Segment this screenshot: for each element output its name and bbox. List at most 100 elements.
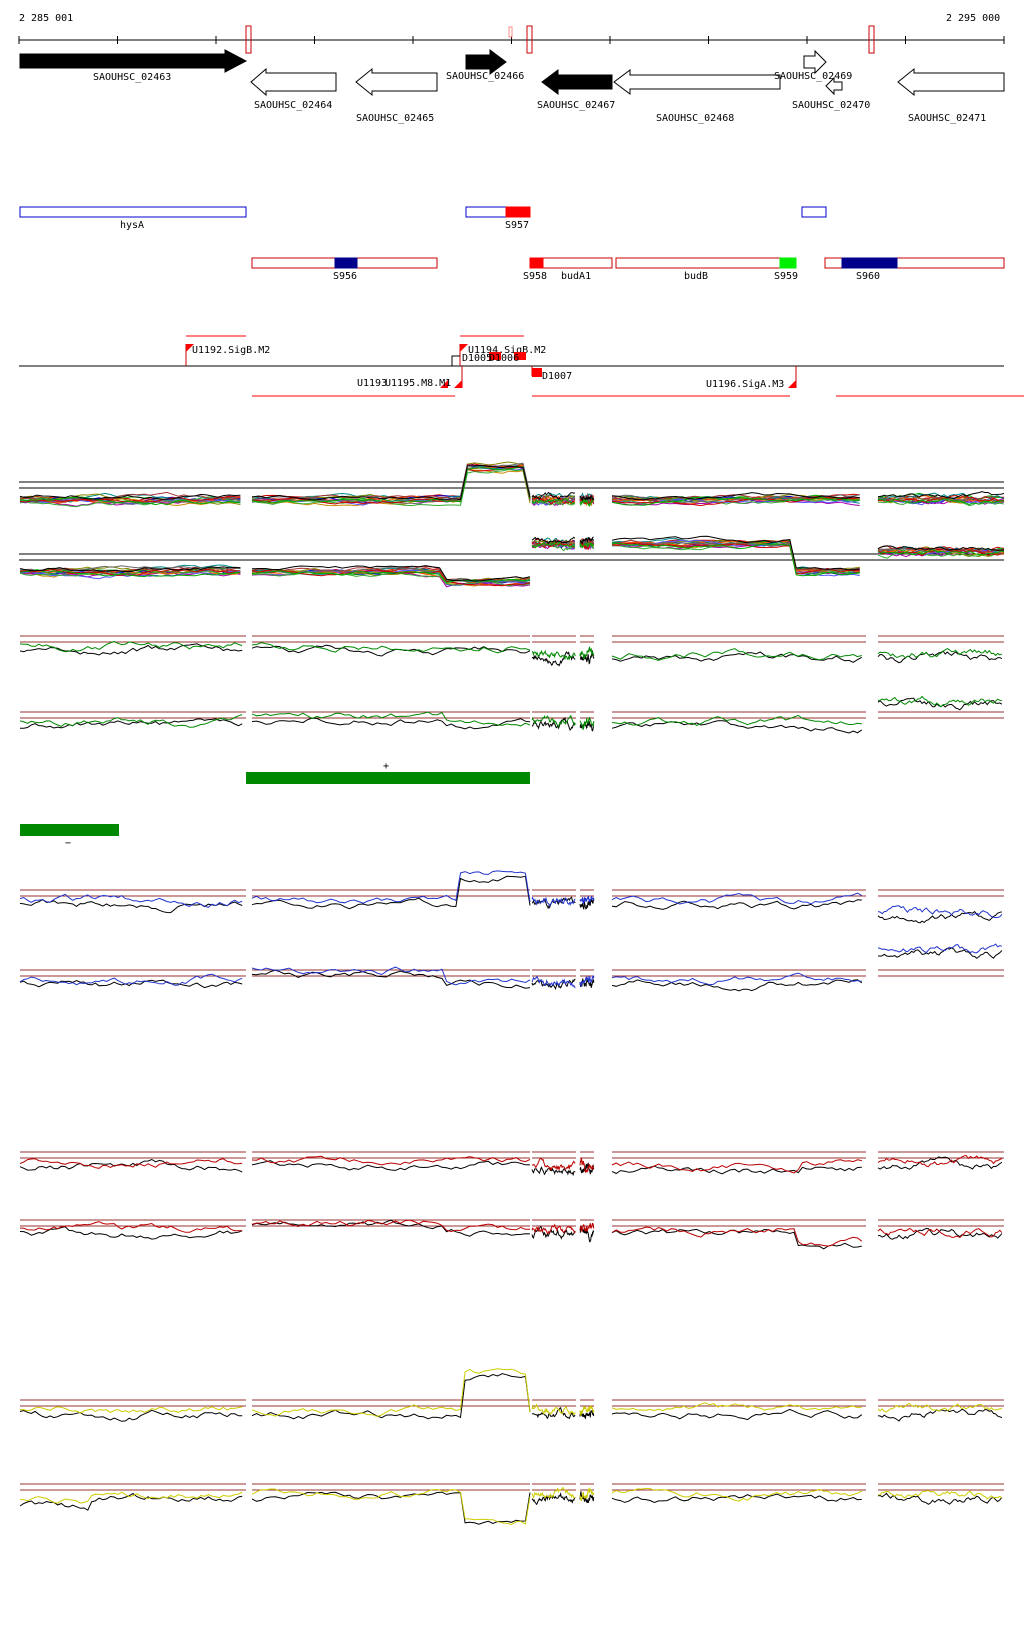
- profile-line: [19, 714, 243, 728]
- profile-line: [20, 718, 243, 729]
- profile-line: [877, 1402, 1002, 1413]
- promoter-label: U1196.SigA.M3: [706, 379, 784, 390]
- paired-profile-track: [19, 943, 1004, 992]
- promoter-label: D1007: [542, 371, 572, 382]
- feature-box[interactable]: [334, 257, 358, 269]
- promoter-marker[interactable]: [514, 352, 526, 360]
- profile-line: [531, 541, 576, 549]
- promoter-label: U1195.M8.M1: [385, 378, 451, 389]
- feature-box[interactable]: [801, 206, 827, 218]
- profile-line: [19, 1221, 243, 1233]
- profile-line: [579, 536, 594, 544]
- profile-line: [611, 720, 863, 734]
- profile-line: [251, 1373, 531, 1420]
- profile-line: [251, 1219, 531, 1237]
- promoter-label: D1005: [462, 353, 492, 364]
- profile-line: [877, 497, 1005, 507]
- feature-box[interactable]: [779, 257, 797, 269]
- profile-line: [20, 1406, 243, 1414]
- gene-arrow[interactable]: [825, 76, 843, 96]
- profile-line: [611, 714, 862, 726]
- profile-line: [531, 714, 576, 728]
- feature-box[interactable]: [19, 206, 247, 218]
- feature-box[interactable]: [505, 206, 531, 218]
- profile-line: [531, 541, 575, 552]
- gene-arrow[interactable]: [250, 67, 337, 97]
- profile-line: [877, 947, 1003, 959]
- gene-arrow[interactable]: [355, 67, 438, 97]
- profile-line: [579, 975, 595, 987]
- profile-line: [611, 492, 860, 501]
- profile-line: [251, 1155, 531, 1166]
- profile-line: [611, 1226, 863, 1247]
- feature-box[interactable]: [824, 257, 1005, 269]
- profile-line: [19, 893, 243, 908]
- gene-arrow[interactable]: [613, 69, 781, 95]
- profile-line: [532, 649, 576, 661]
- promoter-label: U1194.SigB.M2: [468, 345, 546, 356]
- coordinate-ruler: [18, 25, 1005, 54]
- profile-line: [531, 896, 576, 910]
- segmentation-track: + −: [20, 761, 530, 849]
- profile-line: [611, 648, 862, 661]
- promoter-marker[interactable]: [532, 368, 542, 377]
- gene-label: SAOUHSC_02466: [446, 71, 524, 82]
- feature-track-plus: hysA S957: [19, 206, 827, 231]
- segment-bar-plus[interactable]: [246, 772, 530, 784]
- gene-arrow[interactable]: [541, 69, 613, 95]
- promoter-label: U1192.SigB.M2: [192, 345, 270, 356]
- paired-profile-track: [19, 695, 1004, 734]
- feature-box[interactable]: [465, 206, 507, 218]
- gene-label: SAOUHSC_02467: [537, 100, 615, 111]
- profile-line: [877, 695, 1002, 708]
- feature-box[interactable]: [615, 257, 797, 269]
- profile-line: [611, 535, 860, 571]
- promoter-marker[interactable]: [460, 344, 468, 352]
- profile-line: [531, 1406, 576, 1420]
- profile-line: [19, 496, 241, 506]
- multi-condition-track: [19, 535, 1005, 588]
- profile-line: [579, 716, 595, 730]
- profile-line: [251, 644, 531, 657]
- profile-line: [580, 649, 595, 665]
- profile-line: [531, 1166, 576, 1177]
- feature-box[interactable]: [841, 257, 898, 269]
- profile-line: [19, 491, 241, 503]
- cut-site-marker: [245, 25, 252, 54]
- profile-line: [531, 651, 576, 667]
- gene-arrow[interactable]: [897, 67, 1005, 97]
- cut-site-marker: [526, 25, 533, 54]
- segment-bar-minus[interactable]: [20, 824, 119, 836]
- profile-line: [251, 717, 531, 730]
- paired-profile-track: [19, 1483, 1004, 1526]
- profile-line: [579, 895, 595, 905]
- promoter-marker[interactable]: [489, 352, 501, 360]
- profile-line: [611, 1165, 862, 1175]
- gene-arrow[interactable]: [19, 49, 248, 73]
- promoter-marker[interactable]: [440, 380, 448, 388]
- feature-box[interactable]: [529, 257, 544, 269]
- profile-line: [611, 542, 860, 574]
- profile-line: [19, 1158, 243, 1173]
- profile-line: [579, 1222, 595, 1233]
- profile-line: [251, 870, 531, 904]
- promoter-marker[interactable]: [186, 344, 194, 352]
- gene-arrow[interactable]: [803, 49, 827, 75]
- cut-site-marker: [508, 26, 513, 38]
- profile-line: [877, 1227, 1003, 1239]
- profile-line: [877, 545, 1005, 552]
- profile-line: [19, 643, 243, 656]
- profile-line: [611, 651, 863, 663]
- profile-line: [611, 1159, 862, 1174]
- profile-line: [877, 650, 1003, 664]
- profile-line: [877, 1154, 1003, 1168]
- profile-line: [877, 943, 1003, 954]
- gene-arrow[interactable]: [465, 49, 507, 75]
- profile-line: [611, 1493, 862, 1504]
- profile-line: [251, 642, 531, 654]
- profile-line: [612, 542, 860, 577]
- profile-line: [251, 1219, 531, 1233]
- promoter-marker[interactable]: [454, 380, 462, 388]
- promoter-marker[interactable]: [788, 380, 796, 388]
- profile-line: [877, 910, 1002, 924]
